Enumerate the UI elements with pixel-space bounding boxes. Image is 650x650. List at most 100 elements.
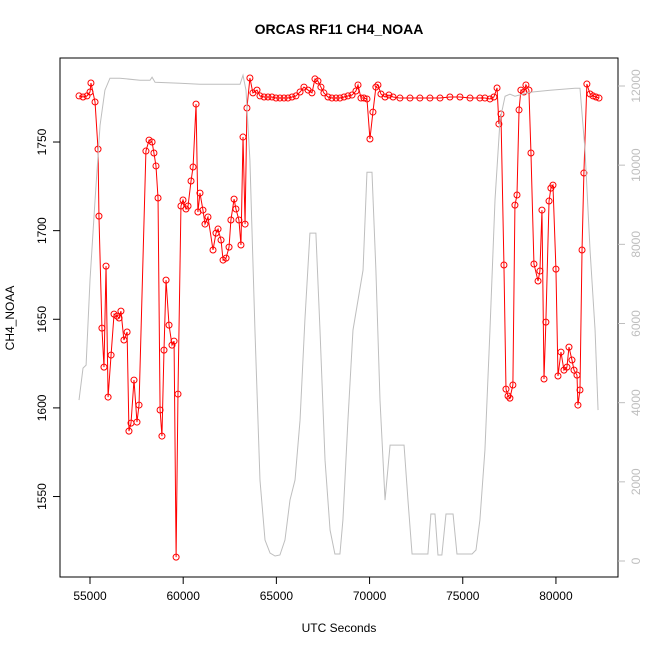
data-point (100, 363, 108, 371)
data-line (78, 77, 600, 558)
data-point (502, 385, 510, 393)
data-point (332, 94, 340, 102)
data-point (160, 346, 168, 354)
y-tick-label: 1600 (35, 394, 49, 421)
data-point (156, 406, 164, 414)
data-point (280, 94, 288, 102)
data-point (363, 95, 371, 103)
data-point (102, 262, 110, 270)
data-point (396, 94, 404, 102)
x-tick-label: 65000 (260, 589, 294, 603)
data-point (500, 261, 508, 269)
y2-tick-label: 2000 (629, 468, 643, 495)
data-point (212, 229, 220, 237)
data-point (107, 351, 115, 359)
data-point (385, 91, 393, 99)
data-point (123, 328, 131, 336)
data-point (476, 94, 484, 102)
data-point (91, 98, 99, 106)
data-point (554, 372, 562, 380)
data-point (513, 191, 521, 199)
data-point (344, 92, 352, 100)
data-point (536, 267, 544, 275)
data-point (115, 314, 123, 322)
data-point (86, 88, 94, 96)
data-point (214, 225, 222, 233)
data-point (573, 371, 581, 379)
data-point (246, 74, 254, 82)
data-point (538, 206, 546, 214)
data-point (456, 93, 464, 101)
data-point (199, 206, 207, 214)
data-point (406, 94, 414, 102)
data-point (328, 94, 336, 102)
data-point (75, 92, 83, 100)
data-point (372, 83, 380, 91)
data-point (189, 163, 197, 171)
data-point (98, 324, 106, 332)
data-point (237, 241, 245, 249)
data-point (426, 94, 434, 102)
data-point (583, 80, 591, 88)
data-point (568, 356, 576, 364)
data-point (187, 177, 195, 185)
x-tick-label: 55000 (73, 589, 107, 603)
data-point (595, 94, 603, 102)
y2-tick-label: 6000 (629, 310, 643, 337)
y2-tick-label: 0 (629, 557, 643, 564)
data-point (481, 94, 489, 102)
data-point (230, 195, 238, 203)
data-point (165, 321, 173, 329)
data-point (239, 133, 247, 141)
data-point (348, 91, 356, 99)
plot-frame (59, 57, 619, 578)
x-tick-label: 75000 (446, 589, 480, 603)
data-point (317, 83, 325, 91)
chart-title: ORCAS RF11 CH4_NOAA (255, 21, 424, 37)
data-point (574, 401, 582, 409)
data-point (272, 94, 280, 102)
data-point (225, 243, 233, 251)
y-axis-label: CH4_NOAA (3, 286, 17, 351)
data-point (184, 202, 192, 210)
data-point (192, 100, 200, 108)
data-point (542, 318, 550, 326)
data-point (201, 220, 209, 228)
data-point (381, 93, 389, 101)
data-point (522, 81, 530, 89)
data-point (152, 162, 160, 170)
data-point (209, 246, 217, 254)
data-point (296, 88, 304, 96)
data-point (446, 93, 454, 101)
data-point (120, 336, 128, 344)
data-point (268, 93, 276, 101)
data-point (308, 89, 316, 97)
data-point (232, 205, 240, 213)
data-point (563, 363, 571, 371)
data-point (592, 93, 600, 101)
data-point (113, 312, 121, 320)
y2-tick-label: 4000 (629, 389, 643, 416)
data-point (79, 93, 87, 101)
data-point (493, 84, 501, 92)
data-point (486, 95, 494, 103)
data-point (504, 392, 512, 400)
data-point (196, 189, 204, 197)
data-point (256, 92, 264, 100)
data-point (162, 276, 170, 284)
data-point (352, 87, 360, 95)
data-point (354, 81, 362, 89)
data-point (565, 343, 573, 351)
data-point (142, 147, 150, 155)
x-tick-label: 80000 (539, 589, 573, 603)
data-point (148, 138, 156, 146)
data-point (366, 135, 374, 143)
data-point (264, 93, 272, 101)
y-tick-label: 1650 (35, 306, 49, 333)
data-point (374, 81, 382, 89)
x-tick-label: 60000 (167, 589, 201, 603)
data-point (95, 212, 103, 220)
data-point (570, 366, 578, 374)
data-point (490, 93, 498, 101)
